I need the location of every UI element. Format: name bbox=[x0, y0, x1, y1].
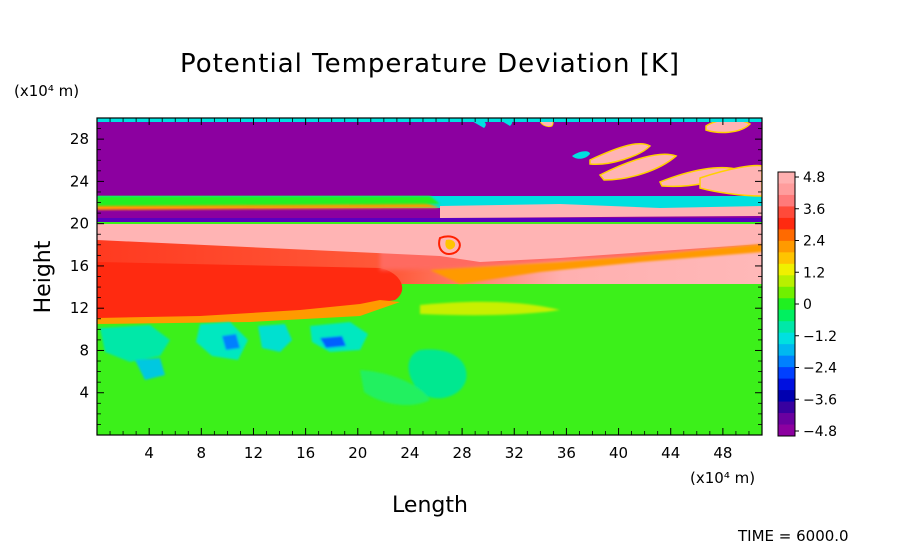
x-tick-label: 20 bbox=[348, 444, 367, 462]
colorbar-segment bbox=[778, 183, 795, 196]
y-tick-label: 20 bbox=[70, 215, 89, 233]
heatmap-field bbox=[97, 118, 762, 435]
colorbar-label: −1.2 bbox=[803, 329, 837, 345]
colorbar-segment bbox=[778, 321, 795, 334]
colorbar-label: −4.8 bbox=[803, 424, 837, 440]
warm-core-edge bbox=[97, 300, 400, 324]
y-axis-label: Height bbox=[31, 240, 56, 313]
colorbar-label: 0 bbox=[803, 297, 812, 313]
colorbar-label: 1.2 bbox=[803, 265, 825, 281]
inversion-line bbox=[97, 218, 762, 222]
colorbar-label: 4.8 bbox=[803, 170, 825, 186]
colorbar-segment bbox=[778, 229, 795, 242]
y-tick-label: 12 bbox=[70, 299, 89, 317]
colorbar-segment bbox=[778, 367, 795, 380]
x-tick-label: 36 bbox=[557, 444, 576, 462]
warm-core bbox=[97, 262, 403, 320]
colorbar-label: −2.4 bbox=[803, 361, 837, 377]
x-axis-label: Length bbox=[392, 493, 468, 518]
x-tick-label: 48 bbox=[713, 444, 732, 462]
x-tick-label: 40 bbox=[609, 444, 628, 462]
upper-layer-lower bbox=[97, 208, 762, 218]
green-transition bbox=[430, 244, 762, 284]
time-label: TIME = 6000.0 bbox=[737, 527, 849, 544]
colorbar-label: −3.6 bbox=[803, 392, 837, 408]
colorbar-segment bbox=[778, 309, 795, 322]
x-tick-label: 32 bbox=[505, 444, 524, 462]
y-tick-label: 24 bbox=[70, 172, 89, 190]
y-unit-label: (x10⁴ m) bbox=[14, 82, 79, 100]
x-tick-label: 24 bbox=[400, 444, 419, 462]
x-unit-label: (x10⁴ m) bbox=[690, 469, 755, 487]
top-edge bbox=[97, 118, 762, 122]
x-tick-label: 4 bbox=[144, 444, 154, 462]
x-tick-label: 28 bbox=[453, 444, 472, 462]
colorbar-segment bbox=[778, 252, 795, 265]
colorbar-segment bbox=[778, 355, 795, 368]
cold-patches bbox=[100, 322, 467, 406]
colorbar-segment bbox=[778, 217, 795, 230]
x-tick-label: 44 bbox=[661, 444, 680, 462]
colorbar-segment bbox=[778, 344, 795, 357]
colorbar-segment bbox=[778, 275, 795, 288]
x-tick-label: 16 bbox=[296, 444, 315, 462]
colorbar-segment bbox=[778, 424, 795, 437]
mixed-layer-pink bbox=[440, 204, 762, 218]
colorbar-segment bbox=[778, 390, 795, 403]
colorbar-segment bbox=[778, 263, 795, 276]
y-tick-label: 28 bbox=[70, 130, 89, 148]
chart-title: Potential Temperature Deviation [K] bbox=[180, 49, 680, 79]
x-tick-label: 8 bbox=[197, 444, 207, 462]
y-axis-ticks: 4 8 12 16 20 24 28 bbox=[70, 128, 762, 425]
y-tick-label: 8 bbox=[79, 341, 89, 359]
pink-upper-band bbox=[97, 224, 762, 262]
upper-warm-streaks bbox=[470, 118, 762, 197]
x-tick-label: 12 bbox=[244, 444, 263, 462]
colorbar-segment bbox=[778, 401, 795, 414]
colorbar-label: 3.6 bbox=[803, 202, 825, 218]
colorbar-segment bbox=[778, 286, 795, 299]
colorbar-segment bbox=[778, 413, 795, 426]
colorbar-segment bbox=[778, 172, 795, 184]
colorbar-segment bbox=[778, 240, 795, 253]
colorbar: 4.8 3.6 2.4 1.2 0 −1.2 −2.4 −3.6 −4.8 bbox=[777, 170, 837, 440]
y-tick-label: 4 bbox=[79, 384, 89, 402]
y-tick-label: 16 bbox=[70, 257, 89, 275]
colorbar-segment bbox=[778, 194, 795, 207]
colorbar-segment bbox=[778, 378, 795, 391]
colorbar-segment bbox=[778, 298, 795, 311]
colorbar-segment bbox=[778, 206, 795, 219]
vortex bbox=[438, 235, 461, 256]
warm-plume-tail bbox=[420, 301, 560, 316]
mixed-layer-top bbox=[97, 196, 440, 206]
x-axis-ticks: 4 8 12 16 20 24 28 32 36 40 44 48 bbox=[109, 118, 750, 462]
colorbar-segment bbox=[778, 332, 795, 345]
vortex-inner bbox=[445, 239, 456, 250]
colorbar-label: 2.4 bbox=[803, 234, 825, 250]
